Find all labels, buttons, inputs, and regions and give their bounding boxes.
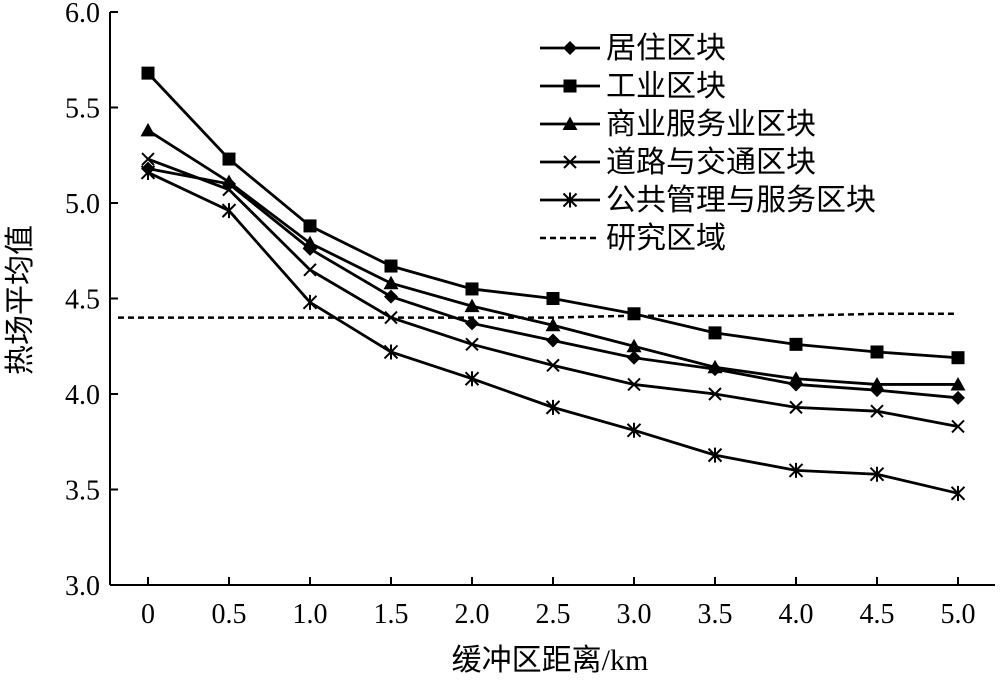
data-point <box>465 282 479 296</box>
data-point <box>141 66 155 80</box>
series-5 <box>118 312 958 319</box>
axes: 3.0 3.5 4.0 4.5 5.0 5.5 6.0 0 0.5 1.0 1.5 2.0 2.5 3.0… <box>65 0 995 630</box>
legend-marker <box>562 116 578 130</box>
x-tick-label: 1.5 <box>374 599 409 630</box>
data-point <box>627 377 641 392</box>
data-point <box>707 447 723 463</box>
legend-marker <box>562 192 578 208</box>
legend-label: 道路与交通区块 <box>606 146 816 179</box>
x-tick-label: 0.5 <box>212 599 247 630</box>
x-tick-label: 0 <box>141 599 155 630</box>
data-point <box>221 203 237 219</box>
data-point <box>383 344 399 360</box>
legend-label: 工业区块 <box>606 70 726 103</box>
data-point <box>950 485 966 501</box>
data-point <box>789 400 803 415</box>
x-axis-title: 缓冲区距离/km <box>452 644 649 677</box>
data-point <box>627 307 641 321</box>
data-point <box>303 263 317 277</box>
data-point <box>869 376 885 391</box>
legend-label: 商业服务业区块 <box>606 108 816 141</box>
data-point <box>140 122 156 137</box>
x-tick-label: 3.0 <box>617 599 652 630</box>
x-tick-label: 2.0 <box>455 599 490 630</box>
data-point <box>546 292 560 305</box>
x-tick-label: 5.0 <box>941 599 976 630</box>
data-point <box>303 219 317 233</box>
data-point <box>464 298 480 313</box>
data-point <box>951 351 965 365</box>
data-point <box>141 152 155 166</box>
series-line <box>118 312 958 319</box>
plot-area <box>118 66 966 501</box>
x-tick-label: 3.5 <box>698 599 733 630</box>
y-tick-label: 3.5 <box>65 476 100 507</box>
x-tick-label: 2.5 <box>536 599 571 630</box>
series-2 <box>140 122 966 391</box>
data-point <box>546 333 560 348</box>
legend-label: 研究区域 <box>606 222 726 255</box>
y-tick-label: 5.5 <box>65 94 100 125</box>
data-point <box>384 259 398 273</box>
data-point <box>707 359 723 374</box>
y-tick-label: 3.0 <box>65 571 100 602</box>
legend-marker <box>563 41 577 55</box>
y-tick-label: 5.0 <box>65 189 100 220</box>
data-point <box>140 164 156 180</box>
y-tick-label: 6.0 <box>65 0 100 29</box>
legend-marker <box>563 79 577 93</box>
data-point <box>950 376 966 391</box>
y-axis-title: 热场平均值 <box>4 225 37 375</box>
data-point <box>788 462 804 478</box>
legend-marker <box>563 155 577 169</box>
data-point <box>464 371 480 387</box>
x-tick-label: 4.0 <box>779 599 814 630</box>
series-1 <box>141 66 965 365</box>
data-point <box>627 350 641 365</box>
data-point <box>222 182 236 197</box>
series-line <box>147 171 959 495</box>
series-4 <box>140 164 966 501</box>
y-tick-label: 4.0 <box>65 380 100 411</box>
data-point <box>870 404 884 418</box>
data-point <box>870 345 884 359</box>
data-point <box>383 275 399 290</box>
data-point <box>626 422 642 438</box>
data-point <box>302 294 318 310</box>
legend-label: 公共管理与服务区块 <box>606 184 876 217</box>
data-point <box>465 337 479 352</box>
data-point <box>708 326 722 340</box>
data-point <box>951 390 965 405</box>
data-point <box>465 316 479 331</box>
x-tick-label: 1.0 <box>293 599 328 630</box>
data-point <box>951 419 965 434</box>
data-point <box>626 338 642 353</box>
data-point <box>302 235 318 250</box>
data-point <box>869 466 885 482</box>
data-point <box>546 358 560 373</box>
data-point <box>788 371 804 385</box>
data-point <box>789 337 803 351</box>
data-point <box>545 399 561 415</box>
x-tick-label: 4.5 <box>860 599 895 630</box>
data-point <box>222 152 236 166</box>
data-point <box>384 289 398 304</box>
y-tick-label: 4.5 <box>65 285 100 316</box>
data-point <box>545 317 561 332</box>
legend-label: 居住区块 <box>606 32 726 65</box>
data-point <box>708 387 722 401</box>
data-point <box>221 174 237 188</box>
